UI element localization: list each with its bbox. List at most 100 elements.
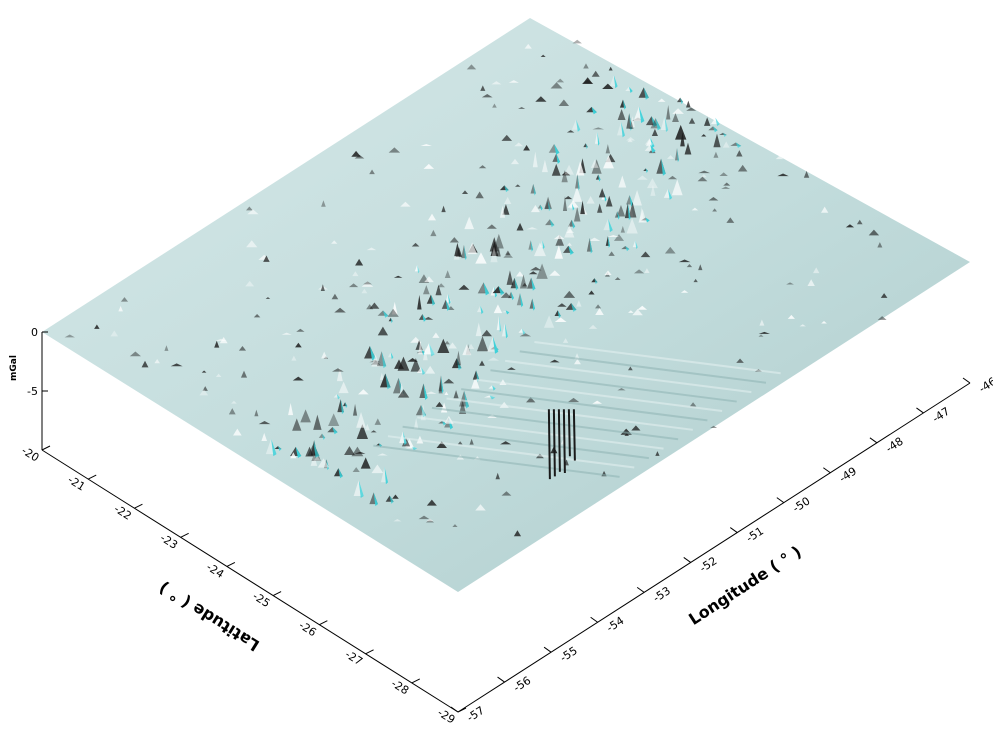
relief-peak	[583, 63, 589, 69]
relief-peak	[245, 280, 255, 287]
relief-highlight	[369, 345, 376, 361]
relief-peak	[549, 359, 560, 363]
relief-peak	[526, 227, 538, 230]
relief-peak	[617, 387, 626, 391]
relief-peak	[410, 358, 422, 372]
relief-peak	[501, 134, 513, 141]
relief-highlight	[650, 137, 655, 149]
relief-highlight	[531, 277, 536, 291]
relief-highlight	[571, 302, 577, 312]
relief-peak	[364, 423, 370, 431]
relief-highlight	[568, 245, 574, 255]
x-tick-label: -46	[977, 375, 993, 396]
relief-peak	[595, 308, 604, 315]
relief-peak	[672, 113, 679, 122]
relief-highlight	[715, 117, 720, 127]
relief-peak	[698, 170, 711, 174]
relief-highlight	[635, 240, 638, 250]
relief-peak	[684, 142, 692, 155]
relief-highlight	[332, 427, 338, 435]
relief-peak	[528, 271, 538, 275]
x-tick-label: -52	[697, 554, 719, 575]
relief-highlight	[591, 106, 597, 115]
relief-peak	[856, 219, 863, 225]
relief-peak	[626, 218, 638, 234]
gravity-anomaly-surface	[42, 18, 970, 592]
relief-peak	[391, 301, 398, 315]
relief-peak	[700, 173, 707, 178]
ridge-stripe	[417, 416, 664, 450]
relief-peak	[591, 159, 602, 174]
relief-peak	[713, 151, 719, 158]
relief-highlight	[373, 492, 378, 507]
relief-peak	[688, 117, 696, 124]
relief-highlight	[549, 219, 555, 228]
relief-highlight	[676, 148, 679, 163]
relief-peak	[608, 66, 613, 71]
relief-peak	[313, 414, 322, 430]
relief-peak	[723, 182, 731, 186]
z-axis-ticks: 0 -5	[27, 326, 48, 398]
relief-highlight	[514, 277, 519, 291]
relief-peak	[719, 172, 728, 177]
relief-peak	[351, 150, 361, 157]
relief-peak	[393, 519, 402, 522]
relief-highlight	[645, 168, 649, 173]
relief-peak	[425, 365, 436, 374]
relief-peak	[515, 271, 524, 277]
relief-highlight	[532, 298, 535, 311]
y-tick-mark	[272, 591, 282, 597]
relief-peak	[496, 246, 501, 257]
relief-peak	[691, 207, 699, 211]
relief-highlight	[617, 211, 620, 220]
relief-peak	[807, 279, 815, 287]
relief-peak	[530, 266, 542, 271]
relief-peak	[644, 139, 654, 145]
relief-highlight	[664, 115, 669, 133]
relief-peak	[455, 350, 462, 366]
relief-peak	[597, 203, 603, 213]
relief-peak	[566, 228, 575, 234]
relief-peak	[566, 242, 572, 246]
relief-peak	[444, 340, 451, 345]
relief-peak	[458, 284, 470, 290]
relief-highlight	[345, 402, 348, 409]
relief-peak	[602, 83, 614, 90]
x-tick-mark	[543, 646, 552, 653]
relief-peak	[845, 224, 855, 228]
relief-peak	[680, 290, 689, 293]
relief-peak	[201, 370, 207, 373]
relief-highlight	[480, 305, 484, 315]
relief-peak	[666, 105, 671, 120]
relief-peak	[265, 296, 271, 299]
y-tick-mark	[41, 445, 51, 451]
relief-peak	[586, 196, 595, 204]
relief-peak	[712, 208, 718, 212]
relief-peak	[697, 176, 708, 182]
relief-peak	[646, 178, 658, 189]
relief-peak	[574, 358, 581, 365]
relief-highlight	[589, 237, 593, 254]
relief-peak	[397, 389, 410, 398]
x-tick-label: -53	[651, 584, 673, 605]
relief-peak	[240, 370, 248, 378]
relief-peak	[410, 336, 422, 343]
relief-peak	[430, 229, 437, 237]
relief-highlight	[464, 390, 470, 409]
relief-highlight	[383, 310, 389, 318]
relief-peak	[462, 344, 472, 356]
relief-peak	[564, 164, 574, 175]
relief-peak	[288, 402, 294, 416]
relief-peak	[202, 386, 208, 391]
relief-peak	[352, 467, 360, 472]
relief-peak	[467, 343, 475, 350]
relief-peak	[64, 334, 75, 338]
relief-peak	[492, 103, 497, 108]
relief-peak	[505, 250, 511, 255]
relief-peak	[254, 409, 259, 417]
relief-peak	[513, 530, 522, 537]
ridge-stripe	[534, 340, 781, 375]
relief-peak	[486, 224, 497, 229]
relief-peak	[703, 117, 711, 126]
relief-peak	[348, 283, 359, 288]
